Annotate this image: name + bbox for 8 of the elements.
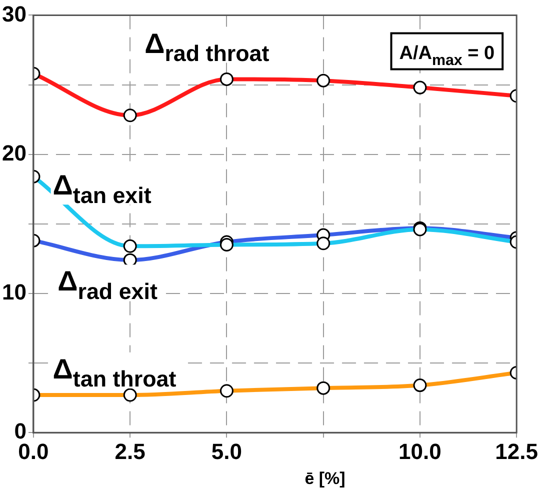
y-tick-label: 10 xyxy=(2,280,26,305)
y-tick-label: 20 xyxy=(2,140,26,166)
x-tick-label: 2.5 xyxy=(114,438,146,464)
x-tick-label: 10.0 xyxy=(398,438,442,464)
y-tick-label: 30 xyxy=(2,1,26,26)
x-tick-label: 5.0 xyxy=(211,438,242,464)
x-axis-title: ē [%] xyxy=(304,469,346,488)
x-tick-label: 12.5 xyxy=(495,438,538,464)
